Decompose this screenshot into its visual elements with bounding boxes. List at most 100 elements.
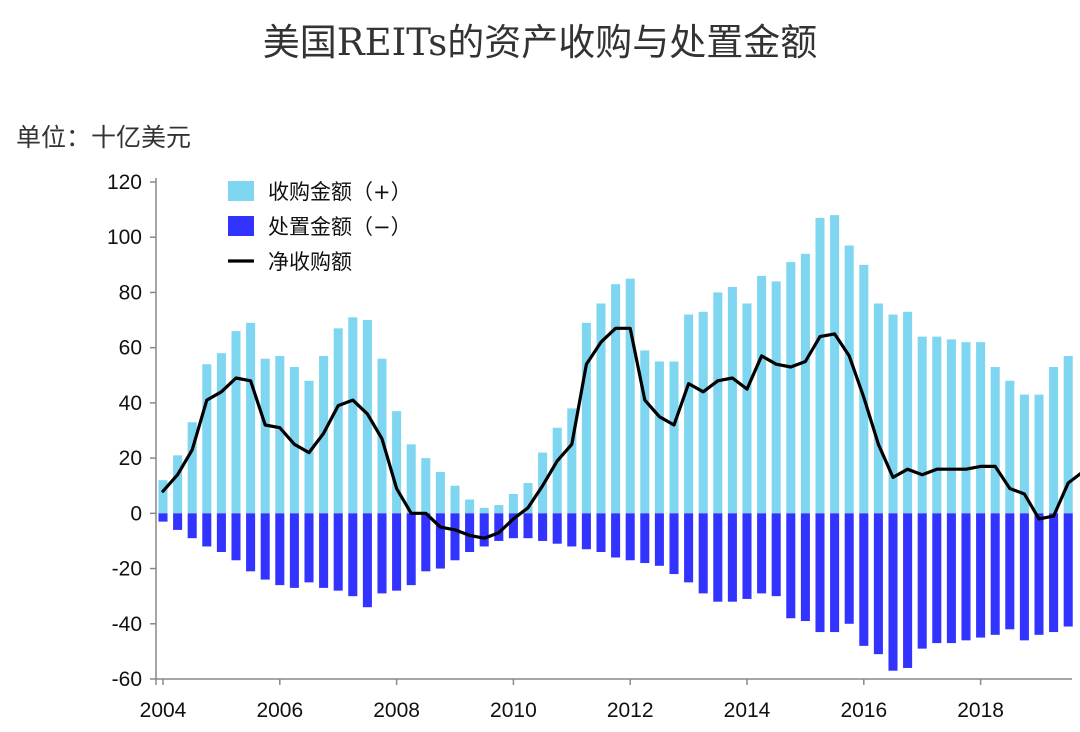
- disposal-bar: [260, 513, 270, 580]
- acquisition-bar: [275, 355, 285, 514]
- disposal-bar: [786, 513, 796, 619]
- acquisition-bar: [640, 350, 650, 514]
- acquisition-bar: [1005, 380, 1015, 514]
- unit-label: 单位：十亿美元: [16, 123, 192, 152]
- acquisition-bar: [596, 303, 606, 514]
- x-tick-label: 2006: [256, 699, 303, 722]
- disposal-bar: [961, 513, 971, 641]
- acquisition-bar: [669, 361, 679, 514]
- y-tick-label: -20: [112, 558, 142, 581]
- acquisition-bar: [684, 314, 694, 514]
- disposal-bar: [1034, 513, 1044, 635]
- acquisition-bar: [581, 322, 591, 514]
- acquisition-bar: [946, 339, 956, 514]
- acquisition-bar: [552, 427, 562, 514]
- disposal-bar: [917, 513, 927, 649]
- chart-title: 美国REITs的资产收购与处置金额: [262, 21, 818, 64]
- acquisition-bar: [800, 253, 810, 514]
- acquisition-bar: [698, 311, 708, 514]
- acquisition-bar: [859, 264, 869, 514]
- acquisition-bar: [479, 507, 489, 514]
- bars-layer: [158, 215, 1073, 671]
- acquisition-bar: [304, 380, 314, 514]
- acquisition-bar: [260, 358, 270, 514]
- disposal-bar: [990, 513, 1000, 635]
- disposal-bar: [946, 513, 956, 644]
- acquisition-bar: [742, 303, 752, 514]
- y-tick-label: 20: [119, 447, 142, 470]
- disposal-bar: [932, 513, 942, 644]
- legend-label: 处置金额（−）: [268, 215, 412, 239]
- disposal-bar: [742, 513, 752, 599]
- acquisition-bar: [727, 286, 737, 514]
- disposal-bar: [771, 513, 781, 597]
- disposal-bar: [202, 513, 212, 547]
- acquisition-bar: [187, 422, 197, 514]
- disposal-bar: [976, 513, 986, 638]
- acquisition-bar: [903, 311, 913, 514]
- disposal-bar: [567, 513, 577, 547]
- line-layer: [161, 326, 1080, 540]
- disposal-bar: [319, 513, 329, 588]
- acquisition-bar: [158, 480, 168, 514]
- acquisition-bar: [757, 275, 767, 514]
- disposal-bar: [289, 513, 299, 588]
- acquisition-bar: [611, 284, 621, 514]
- disposal-bar: [888, 513, 898, 671]
- disposal-bar: [333, 513, 343, 591]
- y-tick-label: -60: [112, 668, 142, 691]
- net-acquisition-line: [161, 326, 1080, 540]
- disposal-bar: [173, 513, 183, 530]
- acquisition-bar: [392, 411, 402, 514]
- y-tick-label: 0: [130, 502, 142, 525]
- disposal-bar: [815, 513, 825, 633]
- disposal-bar: [844, 513, 854, 624]
- disposal-bar: [304, 513, 314, 583]
- acquisition-bar: [567, 408, 577, 514]
- acquisition-bar: [231, 331, 241, 514]
- acquisition-bar: [844, 245, 854, 514]
- acquisition-bar: [216, 353, 226, 514]
- disposal-bar: [859, 513, 869, 646]
- disposal-bar: [508, 513, 518, 539]
- acquisition-bar: [406, 444, 416, 514]
- x-tick-label: 2012: [607, 699, 654, 722]
- disposal-bar: [640, 513, 650, 564]
- acquisition-bar: [348, 317, 358, 514]
- acquisition-bar: [173, 455, 183, 514]
- acquisition-bar: [508, 494, 518, 514]
- acquisition-bar: [976, 342, 986, 514]
- y-tick-label: 80: [119, 281, 142, 304]
- acquisition-bar: [450, 485, 460, 514]
- disposal-bar: [246, 513, 256, 572]
- disposal-bar: [654, 513, 664, 566]
- y-tick-label: 60: [119, 337, 142, 360]
- disposal-bar: [800, 513, 810, 622]
- x-tick-label: 2016: [840, 699, 887, 722]
- acquisition-bar: [961, 342, 971, 514]
- disposal-bar: [362, 513, 372, 608]
- disposal-bar: [698, 513, 708, 594]
- disposal-bar: [450, 513, 460, 561]
- acquisition-bar: [1019, 394, 1029, 514]
- acquisition-bar: [421, 458, 431, 514]
- acquisition-bar: [815, 217, 825, 514]
- acquisition-bar: [932, 336, 942, 514]
- disposal-bar: [596, 513, 606, 552]
- acquisition-bar: [465, 499, 475, 514]
- disposal-bar: [581, 513, 591, 550]
- acquisition-bar: [654, 361, 664, 514]
- acquisition-bar: [771, 281, 781, 514]
- disposal-bar: [727, 513, 737, 602]
- disposal-bar: [275, 513, 285, 586]
- legend-label: 净收购额: [268, 250, 352, 274]
- disposal-bar: [187, 513, 197, 539]
- axes-layer: -60 -40 -20 0 20 40 60 80 100 120 2004 2006 2008 2010…: [107, 171, 1072, 722]
- y-tick-label: 120: [107, 171, 142, 194]
- disposal-bar: [1049, 513, 1059, 633]
- acquisition-bar: [1063, 355, 1073, 514]
- acquisition-bar: [202, 364, 212, 514]
- acquisition-bar: [888, 314, 898, 514]
- disposal-bar: [684, 513, 694, 583]
- disposal-bar: [669, 513, 679, 575]
